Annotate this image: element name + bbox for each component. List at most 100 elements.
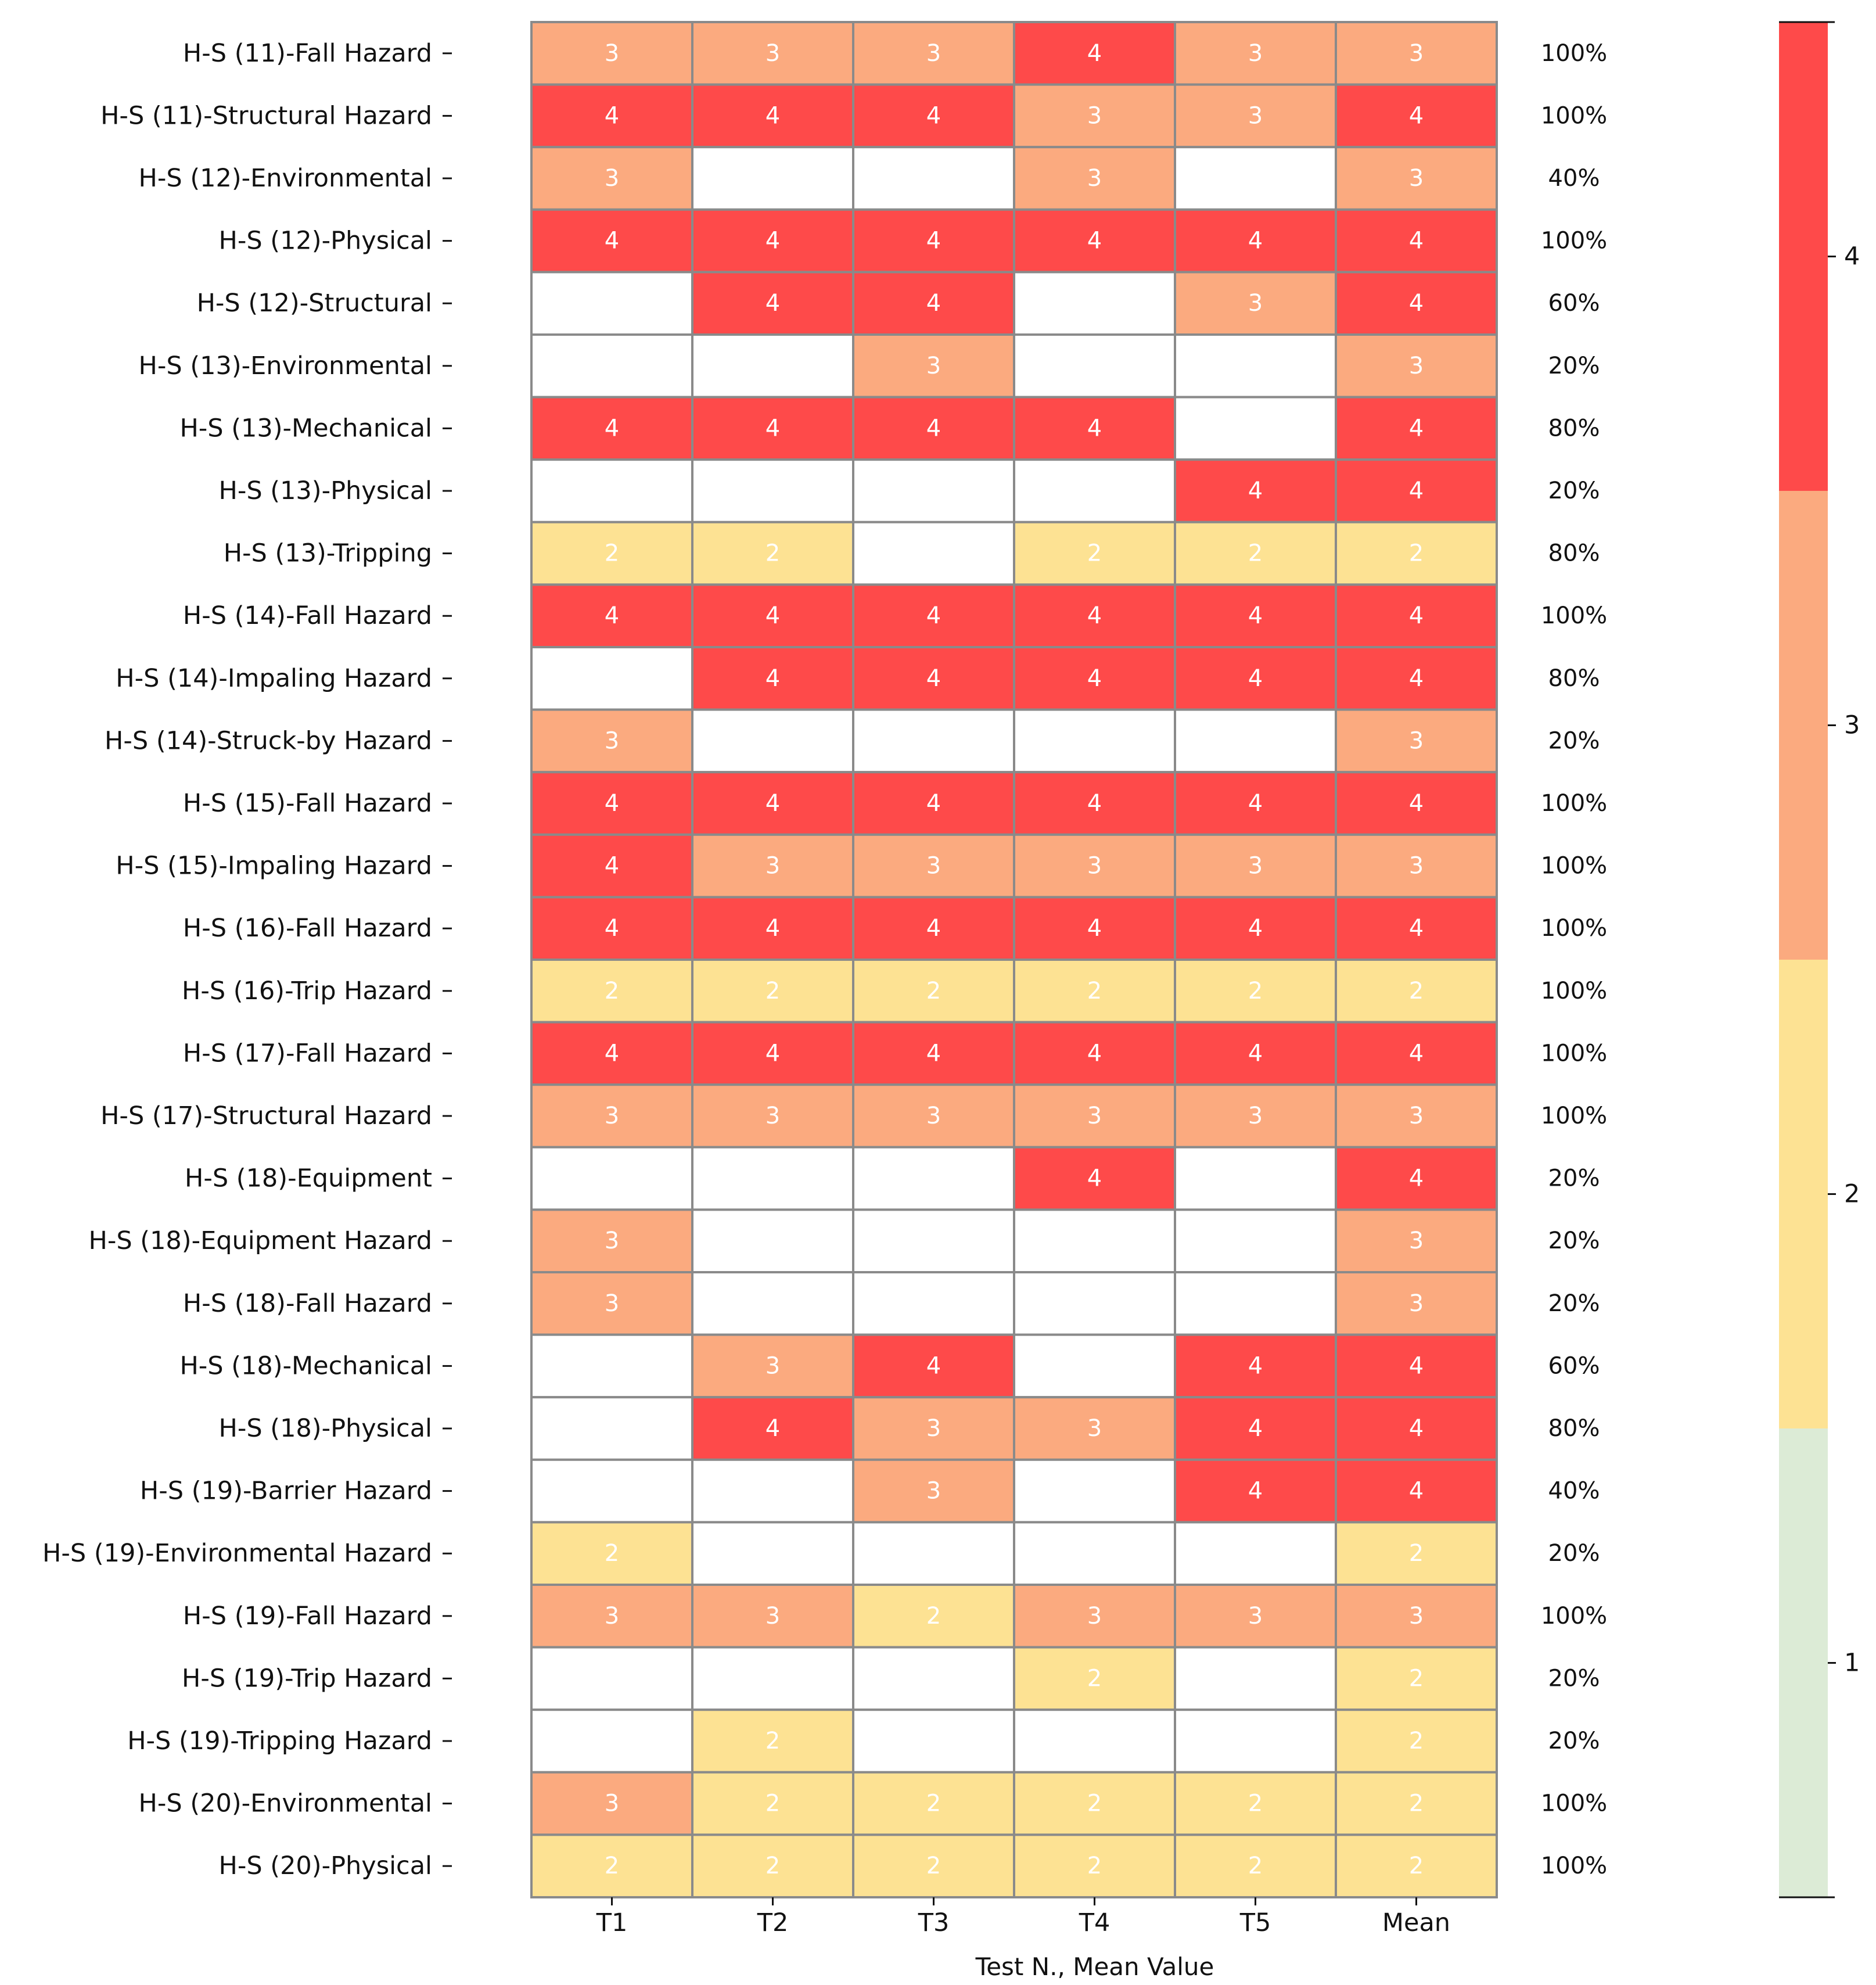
row-label: H-S (11)-Fall Hazard (183, 39, 432, 68)
heatmap-cell (530, 833, 693, 899)
cell-value: 3 (1409, 1290, 1424, 1317)
heatmap-cell (1335, 521, 1498, 586)
percentage-label: 100% (1541, 40, 1607, 67)
heatmap-cell (1335, 1521, 1498, 1586)
cell-value: 4 (1409, 915, 1424, 942)
heatmap-cell (691, 959, 854, 1024)
cell-value: 4 (926, 602, 941, 629)
percentage-labels: 100% 100% 40% 100% 60% 20% 80% 20% 80% 100% 80% 20%… (1541, 40, 1607, 1879)
cell-value: 4 (1409, 1478, 1424, 1505)
percentage-label: 80% (1548, 540, 1600, 567)
cell-value: 4 (766, 290, 780, 317)
cell-value: 4 (766, 228, 780, 254)
percentage-label: 20% (1548, 478, 1600, 504)
heatmap-cell (530, 1584, 693, 1649)
cell-value: 2 (1087, 540, 1102, 567)
cell-value: 3 (605, 1103, 619, 1129)
cell-value: 3 (1409, 1227, 1424, 1254)
heatmap-cell (852, 1208, 1015, 1273)
heatmap-cell (1335, 458, 1498, 523)
heatmap-cell (1174, 896, 1337, 961)
heatmap-cell (1174, 1333, 1337, 1399)
row-label: H-S (18)-Equipment Hazard (88, 1226, 432, 1255)
cell-value: 4 (605, 790, 619, 817)
cell-value: 4 (926, 415, 941, 441)
cell-value: 4 (926, 290, 941, 317)
colorbar-tick-label: 3 (1844, 711, 1860, 740)
heatmap-cell (852, 1333, 1015, 1399)
heatmap-cell (1335, 333, 1498, 399)
heatmap-cell (852, 208, 1015, 274)
cell-value: 3 (766, 1352, 780, 1379)
heatmap-cell (852, 1584, 1015, 1649)
heatmap-cell (1335, 896, 1498, 961)
cell-value: 3 (1409, 853, 1424, 880)
cell-value: 4 (926, 1352, 941, 1379)
cell-value: 3 (1087, 102, 1102, 129)
heatmap-cell (1013, 396, 1176, 461)
percentage-label: 20% (1548, 1290, 1600, 1317)
heatmap-cell (852, 21, 1015, 86)
heatmap-cell (852, 771, 1015, 836)
column-label: T4 (1079, 1908, 1110, 1937)
cell-value: 2 (1087, 978, 1102, 1004)
heatmap-cell (1174, 1208, 1337, 1273)
heatmap-cell (1013, 1396, 1176, 1461)
row-label: H-S (17)-Fall Hazard (183, 1039, 432, 1068)
heatmap-cell (691, 1584, 854, 1649)
cell-value: 4 (1087, 228, 1102, 254)
cell-value: 4 (1248, 1040, 1263, 1067)
heatmap-cell (530, 1458, 693, 1524)
heatmap-cell (1013, 458, 1176, 523)
heatmap-cell (1335, 21, 1498, 86)
cell-value: 4 (926, 228, 941, 254)
cell-value: 2 (1248, 978, 1263, 1004)
percentage-label: 40% (1548, 1478, 1600, 1505)
row-label: H-S (19)-Fall Hazard (183, 1602, 432, 1631)
cell-value: 3 (926, 40, 941, 67)
heatmap-cell (1013, 271, 1176, 336)
cell-value: 3 (766, 40, 780, 67)
heatmap-cell (1335, 1083, 1498, 1148)
row-label: H-S (12)-Environmental (139, 164, 432, 193)
percentage-label: 100% (1541, 102, 1607, 129)
heatmap-cell (530, 1083, 693, 1148)
percentage-label: 100% (1541, 1040, 1607, 1067)
heatmap-cell (691, 1396, 854, 1461)
cell-value: 2 (605, 978, 619, 1004)
cell-value: 3 (605, 40, 619, 67)
cell-value: 4 (1409, 1165, 1424, 1192)
cell-value: 4 (1409, 602, 1424, 629)
heatmap-cell (530, 1333, 693, 1399)
cell-value: 4 (1087, 1040, 1102, 1067)
column-label: T5 (1239, 1908, 1271, 1937)
row-label: H-S (12)-Structural (197, 289, 432, 318)
heatmap-cell (530, 208, 693, 274)
cell-value: 4 (1248, 1352, 1263, 1379)
cell-value: 4 (1087, 790, 1102, 817)
cell-value: 4 (1409, 415, 1424, 441)
percentage-label: 100% (1541, 1603, 1607, 1629)
cell-value: 3 (766, 853, 780, 880)
cell-value: 2 (1409, 1790, 1424, 1817)
cell-value: 2 (1248, 1853, 1263, 1879)
cell-value: 4 (1248, 1478, 1263, 1505)
heatmap-cell (1174, 708, 1337, 774)
heatmap-cell (691, 458, 854, 523)
heatmap-cell (530, 1771, 693, 1836)
heatmap-cell (1335, 708, 1498, 774)
cell-value: 3 (1087, 853, 1102, 880)
heatmap-cell (852, 1021, 1015, 1086)
cell-value: 4 (1248, 915, 1263, 942)
heatmap-cell (530, 271, 693, 336)
row-label: H-S (17)-Structural Hazard (100, 1101, 432, 1130)
cell-value: 3 (926, 1415, 941, 1442)
heatmap-cell (1335, 208, 1498, 274)
colorbar-segment (1779, 960, 1828, 1428)
row-label: H-S (14)-Struck-by Hazard (105, 726, 432, 755)
heatmap-cell (691, 271, 854, 336)
cell-value: 4 (605, 602, 619, 629)
heatmap-cell (852, 833, 1015, 899)
cell-value: 4 (1248, 478, 1263, 504)
